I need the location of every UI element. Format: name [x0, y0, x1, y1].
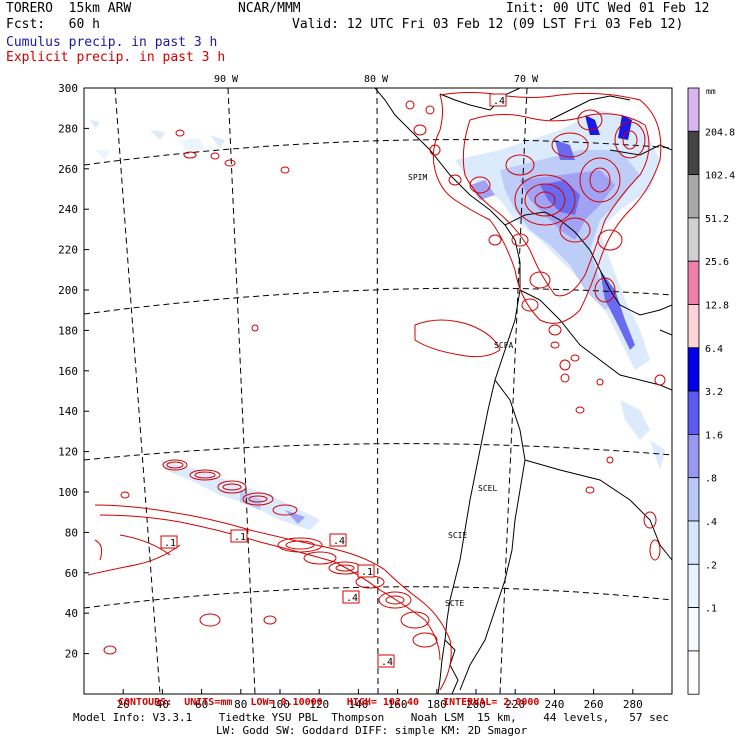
- org-label: NCAR/MMM: [238, 1, 301, 16]
- map-layer: .4 .1 .1 .4 .1 .4 .4 SPIM SCFA SCEL SCIE…: [84, 88, 672, 694]
- model-title: TORERO 15km ARW: [6, 1, 132, 16]
- legend-value: .1: [705, 604, 717, 615]
- coastline: [374, 88, 672, 694]
- y-tick-label: 100: [58, 486, 78, 499]
- y-tick-label: 140: [58, 405, 78, 418]
- legend-value: 12.8: [705, 301, 729, 312]
- contour-label: .4: [381, 657, 393, 668]
- longitude-lines: [114, 88, 528, 694]
- y-tick-label: 300: [58, 82, 78, 95]
- y-tick-label: 80: [65, 526, 78, 539]
- y-tick-label: 120: [58, 446, 78, 459]
- legend-value: 102.4: [705, 171, 735, 182]
- y-tick-label: 160: [58, 365, 78, 378]
- lon-label-90w: 90 W: [214, 74, 239, 85]
- y-tick-label: 260: [58, 163, 78, 176]
- legend-swatch: [687, 433, 700, 479]
- legend-swatch: [687, 217, 700, 262]
- legend-unit: mm: [706, 87, 716, 96]
- y-tick-label: 280: [58, 122, 78, 135]
- legend-swatch: [687, 390, 700, 435]
- y-tick-label: 20: [65, 648, 78, 661]
- y-tick-label: 60: [65, 567, 78, 580]
- legend-swatch: [687, 563, 700, 608]
- legend-value: .8: [705, 474, 717, 485]
- legend-swatch: [687, 477, 700, 522]
- x-tick-label: 100: [270, 698, 290, 711]
- x-axis: 20 40 60 80 100 120 140 160 180 200 220 240 260 280: [117, 689, 643, 711]
- station-scfa: SCFA: [494, 341, 513, 350]
- explicit-precip-contours: [87, 92, 666, 691]
- station-scte: SCTE: [445, 599, 464, 608]
- legend-value: 6.4: [705, 344, 723, 355]
- y-tick-label: 240: [58, 203, 78, 216]
- legend-value: .2: [705, 560, 717, 571]
- legend-swatch: [687, 174, 700, 219]
- x-tick-label: 80: [234, 698, 247, 711]
- station-scie: SCIE: [448, 531, 467, 540]
- x-tick-label: 160: [388, 698, 408, 711]
- x-tick-label: 60: [195, 698, 208, 711]
- x-tick-label: 240: [544, 698, 564, 711]
- legend-swatch: [687, 87, 700, 132]
- legend-swatch: [687, 607, 700, 652]
- legend-value: 1.6: [705, 430, 723, 441]
- x-tick-label: 280: [623, 698, 643, 711]
- model-info: Model Info: V3.3.1 Tiedtke YSU PBL Thomp…: [73, 711, 670, 724]
- x-tick-label: 180: [427, 698, 447, 711]
- x-tick-label: 220: [505, 698, 525, 711]
- y-tick-label: 40: [65, 607, 78, 620]
- x-tick-label: 140: [348, 698, 368, 711]
- station-scel: SCEL: [478, 484, 497, 493]
- contour-label: .4: [346, 593, 358, 604]
- longitude-labels: 90 W 80 W 70 W: [214, 74, 539, 85]
- contour-value-boxes: .4 .1 .1 .4 .1 .4 .4: [160, 93, 507, 668]
- y-tick-label: 200: [58, 284, 78, 297]
- legend-value: .4: [705, 517, 717, 528]
- init-time: Init: 00 UTC Wed 01 Feb 12: [506, 1, 710, 16]
- contour-label: .4: [333, 536, 345, 547]
- legend-swatch: [687, 520, 700, 565]
- legend-value: 204.8: [705, 127, 735, 138]
- contour-label: .1: [361, 567, 373, 578]
- lon-label-80w: 80 W: [364, 74, 389, 85]
- legend-swatch: [687, 260, 700, 305]
- color-legend: 204.8 102.4 51.2 25.6 12.8 6.4 3.2 1.6 .8 .4 .2 .1: [687, 87, 735, 695]
- legend-swatch: [687, 130, 700, 176]
- x-tick-label: 40: [156, 698, 169, 711]
- physics-info: LW: Godd SW: Goddard DIFF: simple KM: 2D…: [216, 724, 528, 737]
- contour-label: .1: [234, 532, 246, 543]
- y-tick-label: 180: [58, 324, 78, 337]
- contour-label: .4: [493, 96, 505, 107]
- x-tick-label: 200: [466, 698, 486, 711]
- legend-value: 25.6: [705, 257, 729, 268]
- station-spim: SPIM: [408, 173, 427, 182]
- y-tick-label: 220: [58, 244, 78, 257]
- station-labels: SPIM SCFA SCEL SCIE SCTE: [408, 173, 513, 608]
- forecast-hour: Fcst: 60 h: [6, 17, 100, 32]
- legend-value: 51.2: [705, 214, 729, 225]
- legend-swatch: [687, 304, 700, 349]
- y-axis: 20 40 60 80 100 120 140 160 180 200 220 240 260 280 30…: [58, 82, 89, 661]
- lon-label-70w: 70 W: [514, 74, 539, 85]
- x-tick-label: 260: [584, 698, 604, 711]
- explicit-legend-label: Explicit precip. in past 3 h: [6, 50, 226, 65]
- x-tick-label: 20: [117, 698, 130, 711]
- contours-info: CONTOURS: UNITS=mm LOW= 0.10000 HIGH= 10…: [118, 697, 540, 708]
- legend-swatch: [687, 650, 700, 695]
- contour-label: .1: [164, 538, 176, 549]
- legend-value: 3.2: [705, 387, 723, 398]
- cumulus-legend-label: Cumulus precip. in past 3 h: [6, 35, 218, 50]
- x-tick-label: 120: [309, 698, 329, 711]
- valid-time: Valid: 12 UTC Fri 03 Feb 12 (09 LST Fri …: [292, 17, 684, 32]
- legend-swatch: [687, 347, 700, 392]
